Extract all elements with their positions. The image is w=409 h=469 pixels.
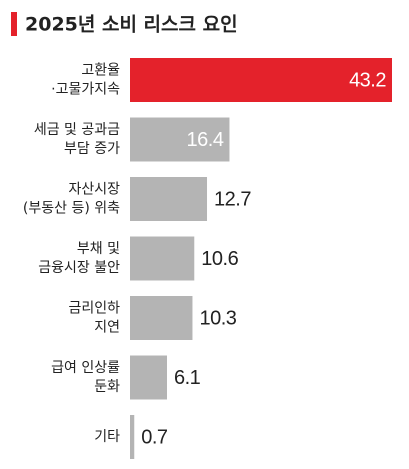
category-label: 고환율 (81, 63, 120, 79)
value-label: 16.4 (187, 129, 224, 151)
category-label: 금융시장 불안 (38, 260, 120, 276)
category-label: 둔화 (94, 379, 120, 395)
bar (130, 58, 392, 102)
value-label: 10.6 (201, 248, 238, 270)
category-label: (부동산 등) 위축 (23, 201, 120, 217)
value-label: 43.2 (349, 69, 386, 91)
category-label: ·고물가지속 (51, 82, 120, 98)
bar (130, 296, 193, 340)
bar (130, 236, 195, 281)
bar (130, 355, 167, 400)
chart-title: 2025년 소비 리스크 요인 (25, 14, 238, 36)
value-label: 6.1 (174, 367, 201, 389)
category-label: 세금 및 공과금 (34, 122, 120, 138)
title-marker (11, 12, 17, 36)
bar (130, 415, 135, 459)
value-label: 10.3 (199, 307, 236, 329)
value-label: 12.7 (214, 188, 251, 210)
category-label: 지연 (94, 320, 120, 336)
category-label: 기타 (94, 429, 120, 445)
category-label: 부담 증가 (64, 141, 120, 157)
category-label: 자산시장 (68, 182, 120, 198)
category-label: 금리인하 (68, 301, 120, 317)
category-label: 급여 인상률 (51, 360, 120, 376)
bar (130, 177, 208, 221)
value-label: 0.7 (141, 426, 168, 448)
bar (130, 117, 230, 162)
category-label: 부채 및 (77, 241, 120, 257)
